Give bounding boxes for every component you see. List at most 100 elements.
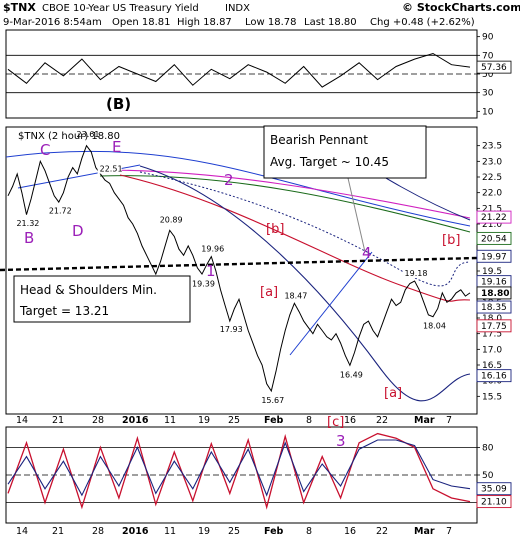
x-tick-label: 7 [446,415,452,426]
price-point-label-bg [199,243,224,254]
wave-label-big-b: (B) [106,95,131,113]
y-tick-label: 80 [482,443,494,453]
price-tag-bg [476,286,512,300]
pennant-title: Bearish Pennant [270,133,368,147]
rsi-last-tag-bg [476,60,512,74]
y-tick-label: 18.0 [482,314,502,324]
x-tick-label: 28 [92,415,104,426]
price-point-label-bg [190,278,215,289]
price-point-label-bg [157,214,182,225]
y-tick-label: 30 [482,89,494,99]
last-value: Last 18.80 [304,17,357,28]
price-point-label: 19.18 [405,269,428,278]
x-tick-label: 2016 [122,415,149,426]
price-point-label: 23.61 [77,130,100,139]
wave-label-d: D [72,222,84,240]
price-point-label-bg [282,290,307,301]
dotted-moving-average [139,171,471,287]
x-tick-label: Mar [414,526,435,537]
price-tag-bg [476,249,512,263]
open-value: Open 18.81 [112,17,171,28]
x-tick-label: 2016 [122,526,149,537]
price-tag-bg [476,369,512,383]
price-point-label: 19.96 [201,245,224,254]
x-tick-label: 14 [16,415,28,426]
wave-label-4: 4 [362,244,372,262]
price-point-label-bg [421,320,446,331]
price-point-label: 15.67 [261,396,284,405]
ticker-name: CBOE 10-Year US Treasury Yield [42,3,199,14]
price-point-label: 21.32 [16,219,39,228]
stoch-tag-bg [476,482,512,496]
price-right-tag: 18.80 [481,289,509,299]
x-tick-label: 8 [306,526,312,537]
hs-title: Head & Shoulders Min. [20,283,157,297]
price-axis: 23.523.022.522.021.521.020.520.019.519.0… [477,142,502,402]
price-point-label-bg [402,268,427,279]
y-tick-label: 50 [482,70,494,80]
wave-label-c: C [40,141,50,159]
rsi-last-tag: 57.36 [481,63,507,73]
x-tick-label: 19 [198,415,210,426]
price-point-label: 17.93 [220,325,243,334]
price-right-tag: 21.22 [481,213,507,223]
wave-label-b-bracket-1: [b] [266,222,284,237]
price-point-label-bg [259,395,284,406]
x-tick-label: 22 [376,526,388,537]
wave-label-2: 2 [224,171,234,189]
ticker-symbol: $TNX [3,1,36,14]
x-tick-label: 16 [344,526,356,537]
x-tick-label: 25 [228,526,240,537]
rsi-axis: 90 70 50 30 10 [477,33,494,117]
price-point-label: 16.49 [340,370,363,379]
x-tick-label: Feb [264,415,284,426]
x-tick-label: 21 [52,415,64,426]
x-tick-label: 11 [164,526,176,537]
pennant-target: Avg. Target ~ 10.45 [270,155,389,169]
price-point-label-bg [337,369,362,380]
rsi-line [7,52,471,88]
stoch-last-tag: 21.10 [481,498,507,508]
y-tick-label: 17.0 [482,345,502,355]
y-tick-label: 50 [482,471,494,481]
price-right-tag: 17.75 [481,322,507,332]
red-moving-average [119,174,471,302]
x-tick-label: 21 [52,526,64,537]
wave-label-c-bracket: [c] [327,415,344,430]
y-tick-label: 70 [482,51,494,61]
price-point-label-bg [217,324,242,335]
x-axis-stoch: 14 21 28 2016 11 19 25 Feb 8 16 22 Mar 7 [16,526,452,537]
moving-average-overlays [0,149,478,402]
upper-trend-line [5,150,471,227]
price-point-label: 19.39 [192,279,215,288]
price-tag-bg [476,231,512,245]
price-right-tag: 20.54 [481,234,507,244]
price-point-labels: 23.61 22.51 21.32 21.72 20.89 19.39 19.96 18.47… [14,129,446,406]
y-tick-label: 23.0 [482,157,502,167]
price-right-tag: 19.16 [481,278,507,288]
price-point-label: 22.51 [100,165,123,174]
price-tag-bg [476,300,512,314]
y-tick-label: 19.5 [482,267,502,277]
stoch-grid [6,446,477,504]
x-tick-label: 11 [164,415,176,426]
x-tick-label: Feb [264,526,284,537]
x-tick-label: 22 [376,415,388,426]
stoch-tag-bg [476,495,512,509]
wave-label-3: 3 [336,432,346,450]
price-point-label-bg [14,217,39,228]
rsi-grid [6,54,477,94]
price-point-label: 21.72 [49,206,72,215]
price-legend: $TNX (2 hour) 18.80 [18,131,120,142]
price-point-label: 20.89 [160,215,183,224]
pennant-callout-box [263,125,427,179]
x-axis-price: 14 21 28 2016 11 19 25 Feb 8 16 22 Mar 7 [16,415,452,426]
wave-label-1: 1 [206,262,216,280]
change-value: Chg +0.48 (+2.62%) [370,17,475,28]
x-tick-label: 7 [446,526,452,537]
y-tick-label: 23.5 [482,142,502,152]
navy-lower-band [139,165,471,402]
hs-target: Target = 13.21 [19,304,109,318]
